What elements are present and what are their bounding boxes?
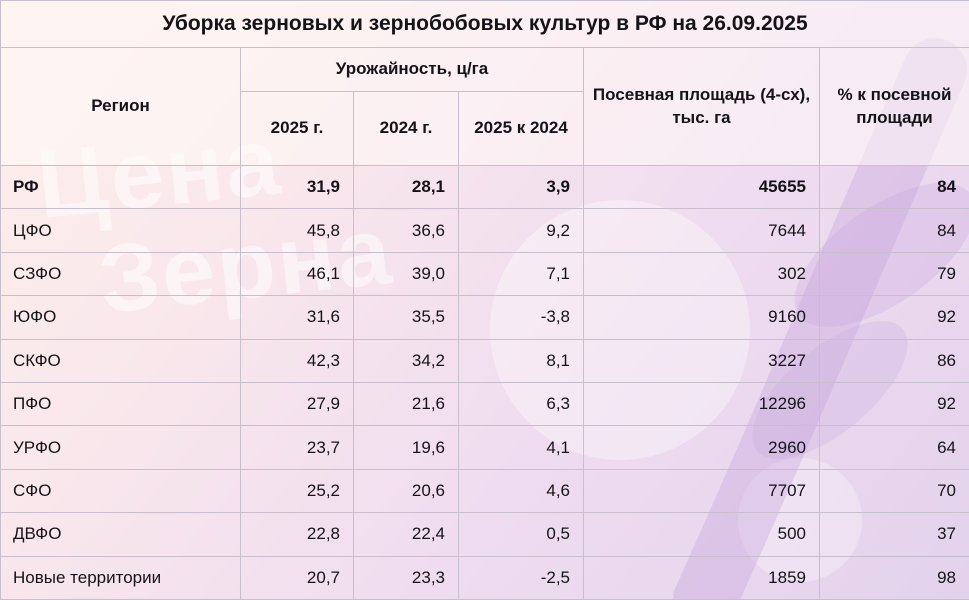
column-header-2024: 2024 г. [353, 91, 459, 166]
value-cell: 2960 [583, 425, 820, 470]
region-cell: ЮФО [0, 295, 241, 340]
value-cell: 64 [819, 425, 969, 470]
value-cell: 42,3 [240, 338, 354, 383]
value-cell: 7707 [583, 468, 820, 514]
value-cell: 39,0 [353, 251, 459, 297]
table-header: Уборка зерновых и зернобобовых культур в… [0, 0, 969, 166]
value-cell: -2,5 [458, 555, 584, 600]
value-cell: 20,6 [353, 468, 459, 514]
table-row: ПФО 27,9 21,6 6,3 12296 92 [0, 381, 969, 427]
region-cell: ПФО [0, 381, 241, 427]
value-cell: 25,2 [240, 468, 354, 514]
region-cell: УРФО [0, 425, 241, 470]
value-cell: 20,7 [240, 555, 354, 600]
value-cell: 6,3 [458, 381, 584, 427]
region-cell: РФ [0, 164, 241, 210]
value-cell: -3,8 [458, 295, 584, 340]
value-cell: 46,1 [240, 251, 354, 297]
table-row: РФ 31,9 28,1 3,9 45655 84 [0, 164, 969, 210]
value-cell: 8,1 [458, 338, 584, 383]
value-cell: 4,1 [458, 425, 584, 470]
value-cell: 31,6 [240, 295, 354, 340]
column-header-percent: % к посевной площади [819, 47, 969, 166]
value-cell: 31,9 [240, 164, 354, 210]
value-cell: 34,2 [353, 338, 459, 383]
value-cell: 37 [819, 512, 969, 557]
value-cell: 7,1 [458, 251, 584, 297]
value-cell: 70 [819, 468, 969, 514]
value-cell: 4,6 [458, 468, 584, 514]
value-cell: 92 [819, 295, 969, 340]
value-cell: 302 [583, 251, 820, 297]
table-row: ЮФО 31,6 35,5 -3,8 9160 92 [0, 295, 969, 340]
value-cell: 22,4 [353, 512, 459, 557]
table-row: Новые территории 20,7 23,3 -2,5 1859 98 [0, 555, 969, 600]
table-row: ЦФО 45,8 36,6 9,2 7644 84 [0, 208, 969, 253]
value-cell: 9,2 [458, 208, 584, 253]
region-cell: СФО [0, 468, 241, 514]
value-cell: 500 [583, 512, 820, 557]
value-cell: 84 [819, 164, 969, 210]
value-cell: 0,5 [458, 512, 584, 557]
header-row-groups: Регион Урожайность, ц/га Посевная площад… [0, 47, 969, 166]
region-cell: ЦФО [0, 208, 241, 253]
column-header-area: Посевная площадь (4-сх), тыс. га [583, 47, 820, 166]
value-cell: 21,6 [353, 381, 459, 427]
value-cell: 3,9 [458, 164, 584, 210]
table-row: СЗФО 46,1 39,0 7,1 302 79 [0, 251, 969, 297]
value-cell: 1859 [583, 555, 820, 600]
value-cell: 84 [819, 208, 969, 253]
value-cell: 98 [819, 555, 969, 600]
value-cell: 3227 [583, 338, 820, 383]
table-body: РФ 31,9 28,1 3,9 45655 84 ЦФО 45,8 36,6 9,2 7644 84… [0, 164, 969, 600]
title-row: Уборка зерновых и зернобобовых культур в… [0, 0, 969, 48]
value-cell: 9160 [583, 295, 820, 340]
value-cell: 12296 [583, 381, 820, 427]
column-header-region: Регион [0, 47, 241, 166]
table-row: СФО 25,2 20,6 4,6 7707 70 [0, 468, 969, 514]
value-cell: 23,3 [353, 555, 459, 600]
value-cell: 35,5 [353, 295, 459, 340]
column-header-2025: 2025 г. [240, 91, 354, 166]
value-cell: 45655 [583, 164, 820, 210]
value-cell: 86 [819, 338, 969, 383]
table-row: ДВФО 22,8 22,4 0,5 500 37 [0, 512, 969, 557]
value-cell: 36,6 [353, 208, 459, 253]
value-cell: 23,7 [240, 425, 354, 470]
value-cell: 27,9 [240, 381, 354, 427]
region-cell: Новые территории [0, 555, 241, 600]
value-cell: 92 [819, 381, 969, 427]
page-title: Уборка зерновых и зернобобовых культур в… [0, 0, 969, 48]
region-cell: ДВФО [0, 512, 241, 557]
value-cell: 28,1 [353, 164, 459, 210]
table-row: УРФО 23,7 19,6 4,1 2960 64 [0, 425, 969, 470]
value-cell: 79 [819, 251, 969, 297]
value-cell: 22,8 [240, 512, 354, 557]
value-cell: 19,6 [353, 425, 459, 470]
column-group-yield: Урожайность, ц/га [240, 47, 584, 92]
value-cell: 7644 [583, 208, 820, 253]
value-cell: 45,8 [240, 208, 354, 253]
region-cell: СКФО [0, 338, 241, 383]
column-header-diff: 2025 к 2024 [458, 91, 584, 166]
region-cell: СЗФО [0, 251, 241, 297]
header-row-years: 2025 г. 2024 г. 2025 к 2024 [1, 91, 969, 166]
table-row: СКФО 42,3 34,2 8,1 3227 86 [0, 338, 969, 383]
